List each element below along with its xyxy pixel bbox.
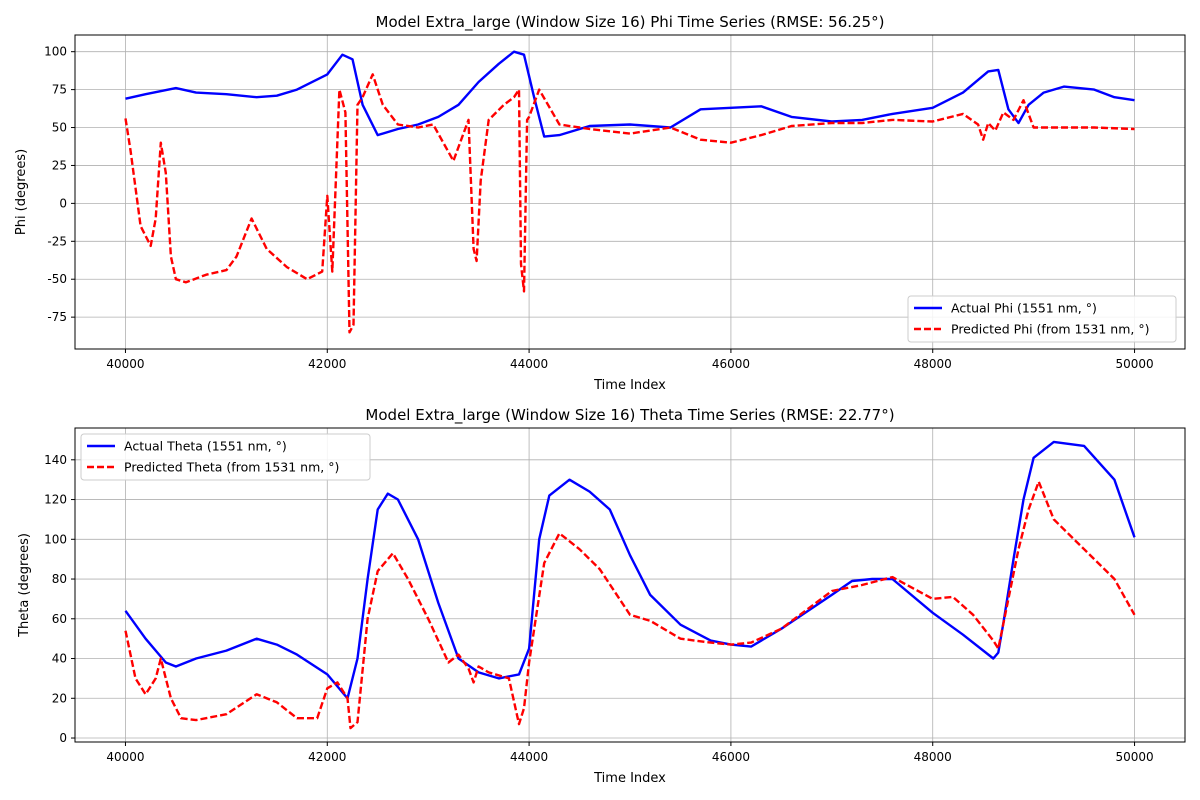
chart-title: Model Extra_large (Window Size 16) Phi T… (376, 13, 885, 32)
y-tick-label: -25 (47, 234, 67, 248)
legend: Actual Theta (1551 nm, °) Predicted Theta… (80, 433, 371, 481)
legend-box (907, 295, 1177, 343)
y-tick-label: -50 (47, 272, 67, 286)
y-tick-label: 0 (59, 731, 67, 745)
y-tick-label: 0 (59, 196, 67, 210)
y-axis-label: Phi (degrees) (14, 149, 29, 235)
x-tick-label: 46000 (712, 750, 750, 764)
series-line-predicted (124, 480, 1136, 730)
x-tick-label: 48000 (914, 357, 952, 371)
y-tick-label: 50 (52, 121, 67, 135)
x-tick-label: 50000 (1115, 357, 1153, 371)
x-tick-label: 48000 (914, 750, 952, 764)
chart-panel-2: 40000 42000 44000 46000 48000 50000 0 20 40 60 80 1… (17, 406, 1186, 786)
legend-label: Predicted Theta (from 1531 nm, °) (124, 460, 339, 475)
x-tick-label: 42000 (308, 750, 346, 764)
y-axis-label: Theta (degrees) (17, 533, 32, 638)
chart-title: Model Extra_large (Window Size 16) Theta… (365, 406, 894, 425)
y-tick-label: 40 (52, 652, 67, 666)
y-tick-label: 80 (52, 572, 67, 586)
legend-label: Actual Theta (1551 nm, °) (124, 439, 287, 454)
series-line-predicted (124, 73, 1135, 334)
x-tick-label: 50000 (1115, 750, 1153, 764)
y-tick-label: -75 (47, 310, 67, 324)
legend-label: Actual Phi (1551 nm, °) (951, 301, 1097, 316)
y-tick-label: 25 (52, 158, 67, 172)
x-tick-label: 42000 (308, 357, 346, 371)
y-tick-label: 75 (52, 83, 67, 97)
axes-frame (74, 427, 1186, 743)
y-tick-label: 20 (52, 691, 67, 705)
legend-label: Predicted Phi (from 1531 nm, °) (951, 322, 1149, 337)
x-tick-label: 46000 (712, 357, 750, 371)
x-tick-label: 40000 (106, 357, 144, 371)
legend: Actual Phi (1551 nm, °) Predicted Phi (fr… (907, 295, 1177, 343)
y-tick-label: 60 (52, 612, 67, 626)
x-axis-label: Time Index (593, 771, 666, 786)
y-tick-label: 100 (44, 45, 67, 59)
x-tick-label: 44000 (510, 750, 548, 764)
y-tick-label: 100 (44, 532, 67, 546)
x-tick-label: 44000 (510, 357, 548, 371)
x-tick-label: 40000 (106, 750, 144, 764)
chart-panel-1: 40000 42000 44000 46000 48000 50000 -75 -50 -25 0… (14, 13, 1186, 393)
series-line-actual (125, 50, 1135, 138)
series-line-actual (124, 440, 1136, 700)
y-tick-label: 120 (44, 493, 67, 507)
legend-box (80, 433, 371, 481)
y-tick-label: 140 (44, 453, 67, 467)
axes-frame (74, 34, 1186, 350)
x-axis-label: Time Index (593, 378, 666, 393)
